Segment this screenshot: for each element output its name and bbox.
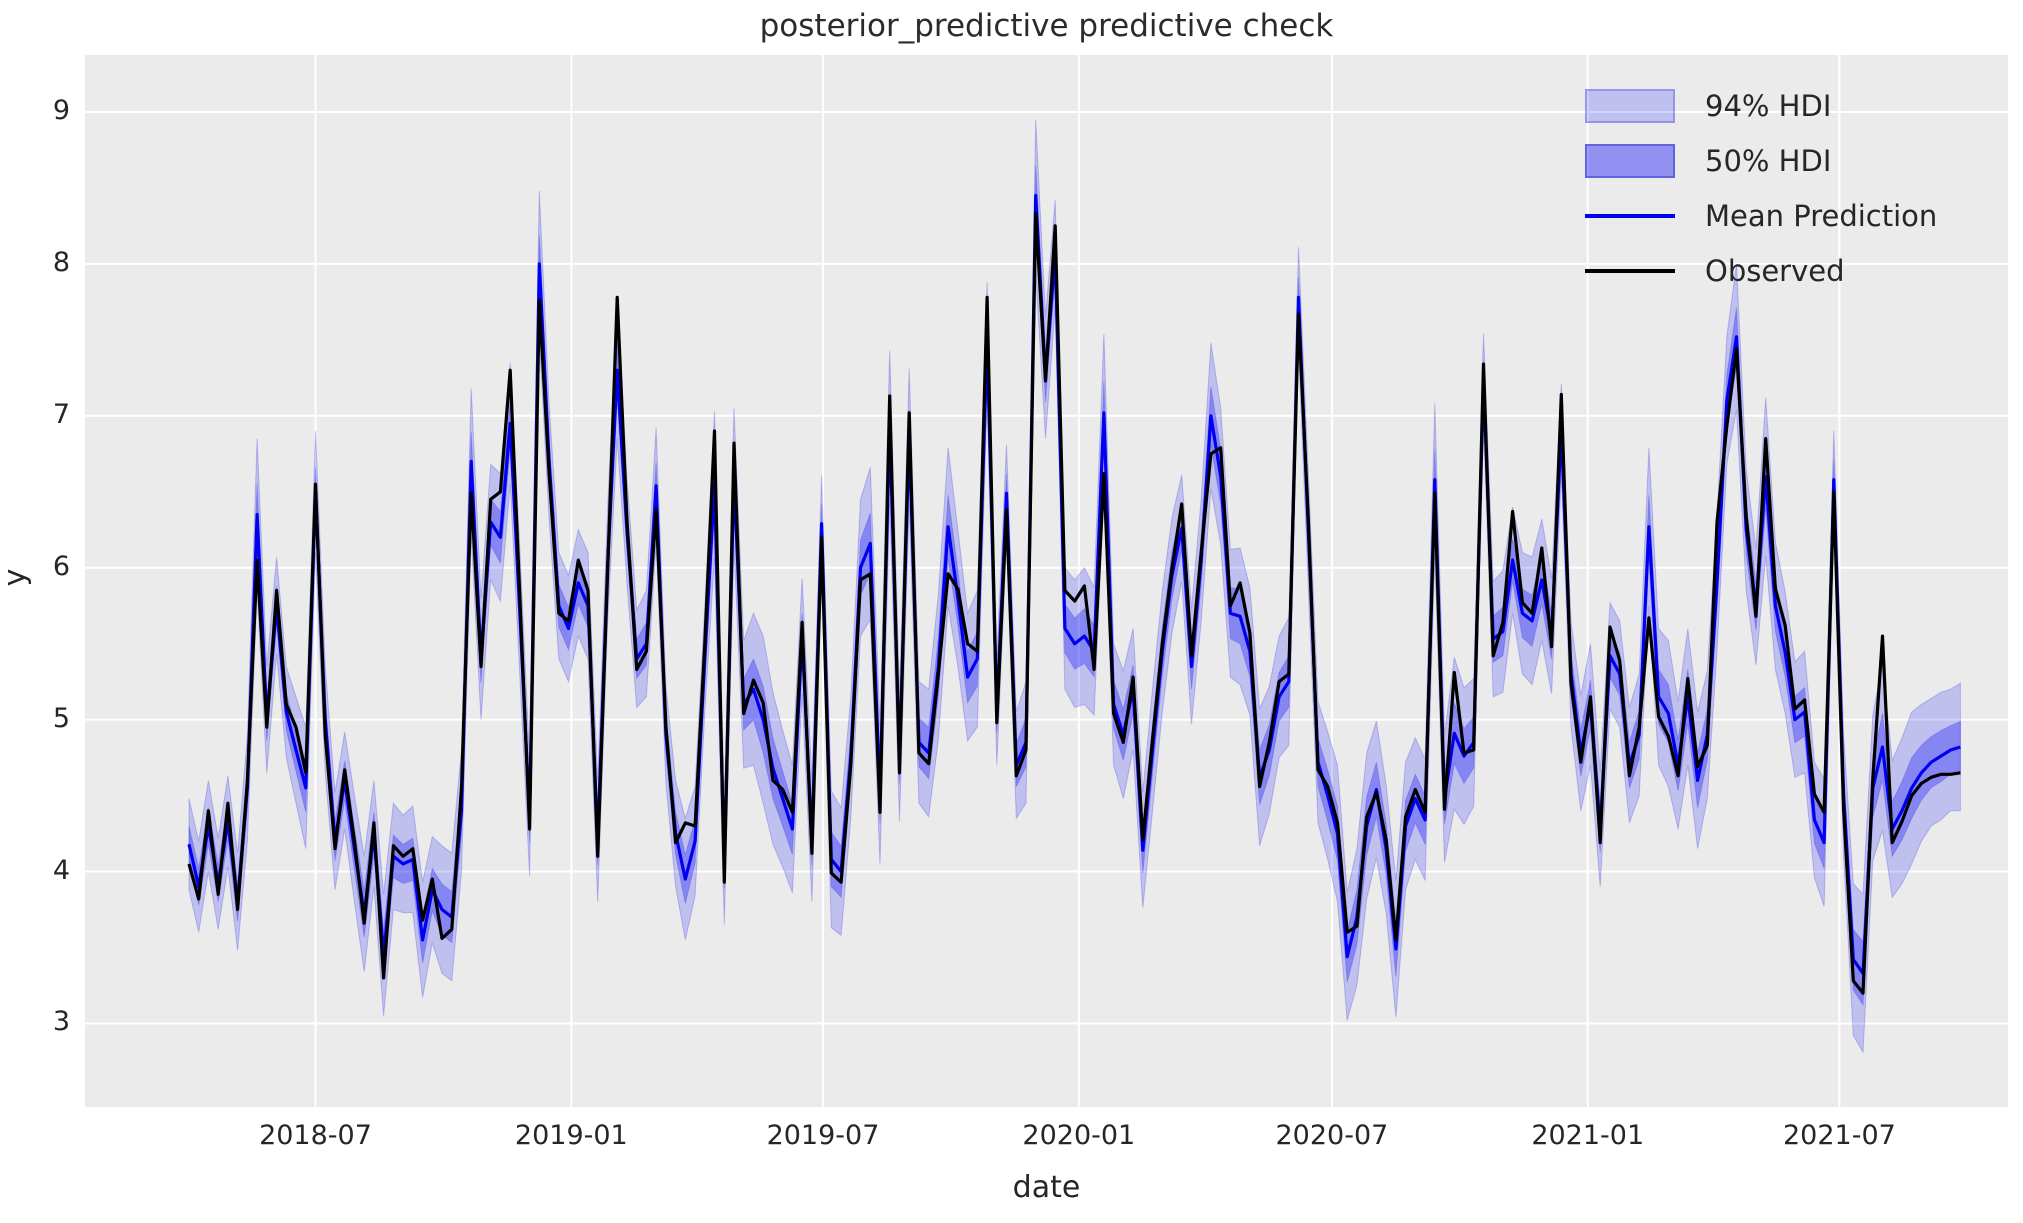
legend: 94% HDI 50% HDI Mean Prediction Observed (1585, 78, 1937, 298)
observed-line (187, 212, 1961, 995)
y-tick-label: 6 (52, 550, 70, 582)
x-tick-label: 2019-01 (514, 1120, 628, 1151)
hdi50-band (188, 165, 1961, 1007)
x-tick-label: 2021-01 (1531, 1120, 1645, 1151)
hdi94-band (188, 119, 1961, 1055)
x-tick-label: 2020-01 (1022, 1120, 1136, 1151)
y-tick-label: 7 (52, 398, 70, 430)
x-axis-label: date (1012, 1170, 1081, 1205)
hdi50-swatch-icon (1585, 143, 1675, 178)
x-tick-label: 2020-07 (1275, 1120, 1389, 1151)
chart-title: posterior_predictive predictive check (759, 8, 1334, 44)
y-tick-label: 9 (52, 94, 70, 126)
x-tick-label: 2019-07 (766, 1120, 880, 1151)
legend-label: 94% HDI (1705, 88, 1832, 123)
hdi94-swatch-icon (1585, 88, 1675, 123)
x-tick-label: 2018-07 (259, 1120, 372, 1151)
x-tick-label: 2021-07 (1782, 1120, 1896, 1151)
y-tick-label: 4 (52, 854, 70, 886)
mean-line-swatch-icon (1585, 213, 1675, 218)
legend-label: Observed (1705, 253, 1845, 288)
legend-item-50-hdi: 50% HDI (1585, 133, 1937, 188)
y-tick-label: 3 (52, 1006, 70, 1038)
y-tick-label: 8 (52, 246, 70, 278)
plot-background (85, 55, 2008, 1107)
legend-item-observed: Observed (1585, 243, 1937, 298)
legend-label: 50% HDI (1705, 143, 1832, 178)
legend-item-94-hdi: 94% HDI (1585, 78, 1937, 133)
observed-line-swatch-icon (1585, 268, 1675, 273)
y-tick-label: 5 (52, 702, 70, 734)
legend-item-mean-prediction: Mean Prediction (1585, 188, 1937, 243)
legend-label: Mean Prediction (1705, 198, 1938, 233)
